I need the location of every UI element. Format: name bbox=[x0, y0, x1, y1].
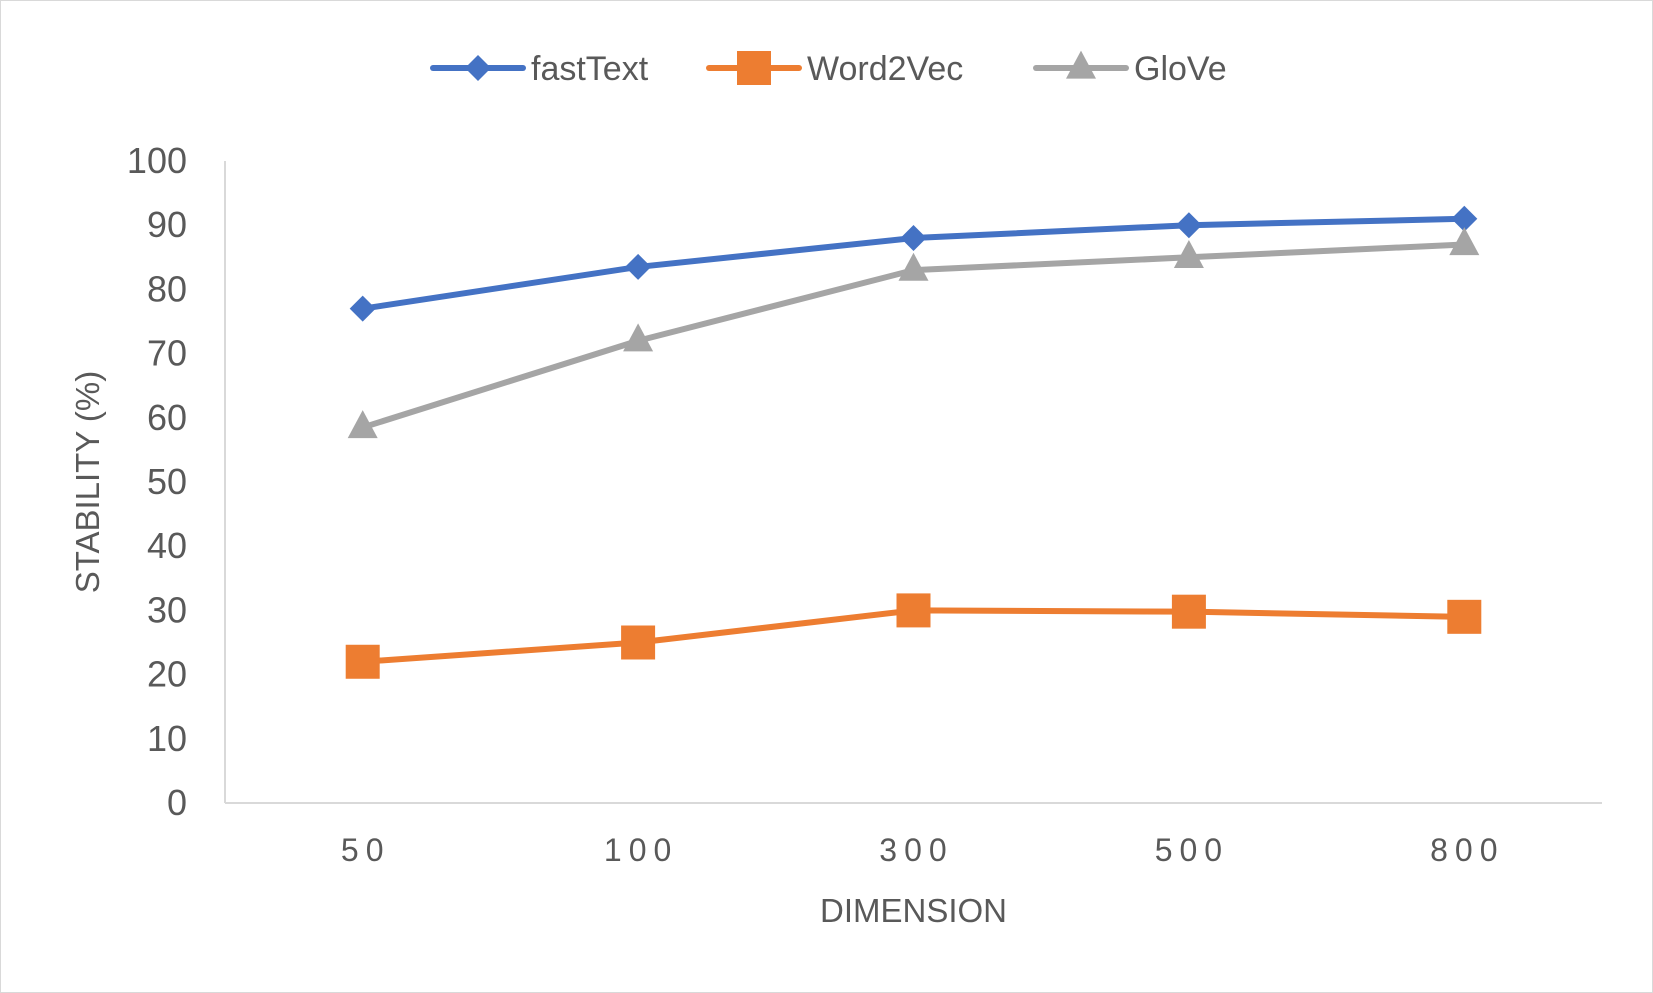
data-point-word2vec bbox=[345, 644, 380, 679]
x-axis-title: DIMENSION bbox=[820, 892, 1007, 929]
data-point-glove bbox=[1173, 239, 1204, 268]
y-tick-label: 0 bbox=[167, 782, 187, 823]
y-tick-label: 50 bbox=[147, 461, 187, 502]
legend-label: fastText bbox=[531, 50, 649, 88]
legend-item-glove: GloVe bbox=[1033, 50, 1227, 88]
x-tick-label: 300 bbox=[879, 832, 953, 868]
series bbox=[345, 205, 1482, 679]
y-tick-label: 30 bbox=[147, 589, 187, 630]
y-tick-labels: 0 10 20 30 40 50 60 70 80 90 100 bbox=[127, 140, 187, 823]
data-point-glove bbox=[623, 323, 654, 352]
legend-label: GloVe bbox=[1134, 50, 1227, 88]
data-point-word2vec bbox=[1447, 599, 1482, 634]
legend-item-fasttext: fastText bbox=[430, 50, 649, 88]
series-word2vec bbox=[345, 593, 1482, 679]
y-axis-title: STABILITY (%) bbox=[69, 371, 106, 594]
x-tick-labels: 50 100 300 500 800 bbox=[341, 832, 1504, 868]
data-point-word2vec bbox=[1171, 594, 1206, 629]
legend-item-word2vec: Word2Vec bbox=[706, 50, 963, 88]
x-tick-label: 800 bbox=[1430, 832, 1504, 868]
data-point-fasttext bbox=[625, 253, 652, 280]
x-tick-label: 100 bbox=[604, 832, 678, 868]
legend-marker-fasttext bbox=[465, 55, 491, 81]
y-tick-label: 90 bbox=[147, 204, 187, 245]
legend-marker-glove bbox=[1066, 50, 1096, 79]
y-tick-label: 100 bbox=[127, 140, 187, 181]
legend-label: Word2Vec bbox=[807, 50, 963, 88]
legend: fastText Word2Vec GloVe bbox=[430, 50, 1227, 88]
series-glove bbox=[347, 227, 1480, 439]
axes: 0 10 20 30 40 50 60 70 80 90 100 50 100 300 500 800 ST… bbox=[69, 140, 1602, 929]
y-tick-label: 40 bbox=[147, 525, 187, 566]
y-tick-label: 70 bbox=[147, 333, 187, 374]
data-point-fasttext bbox=[900, 225, 927, 252]
data-point-glove bbox=[347, 410, 378, 439]
y-tick-label: 80 bbox=[147, 268, 187, 309]
data-point-glove bbox=[1449, 227, 1480, 256]
x-tick-label: 500 bbox=[1155, 832, 1229, 868]
y-tick-label: 60 bbox=[147, 397, 187, 438]
data-point-word2vec bbox=[896, 593, 931, 628]
data-point-fasttext bbox=[1175, 212, 1202, 239]
data-point-word2vec bbox=[621, 625, 656, 660]
series-fasttext bbox=[349, 205, 1478, 322]
data-point-fasttext bbox=[1451, 205, 1478, 232]
data-point-fasttext bbox=[349, 295, 376, 322]
data-point-glove bbox=[898, 252, 929, 281]
legend-marker-word2vec bbox=[737, 51, 771, 85]
x-tick-label: 50 bbox=[341, 832, 391, 868]
y-tick-label: 20 bbox=[147, 654, 187, 695]
y-tick-label: 10 bbox=[147, 718, 187, 759]
